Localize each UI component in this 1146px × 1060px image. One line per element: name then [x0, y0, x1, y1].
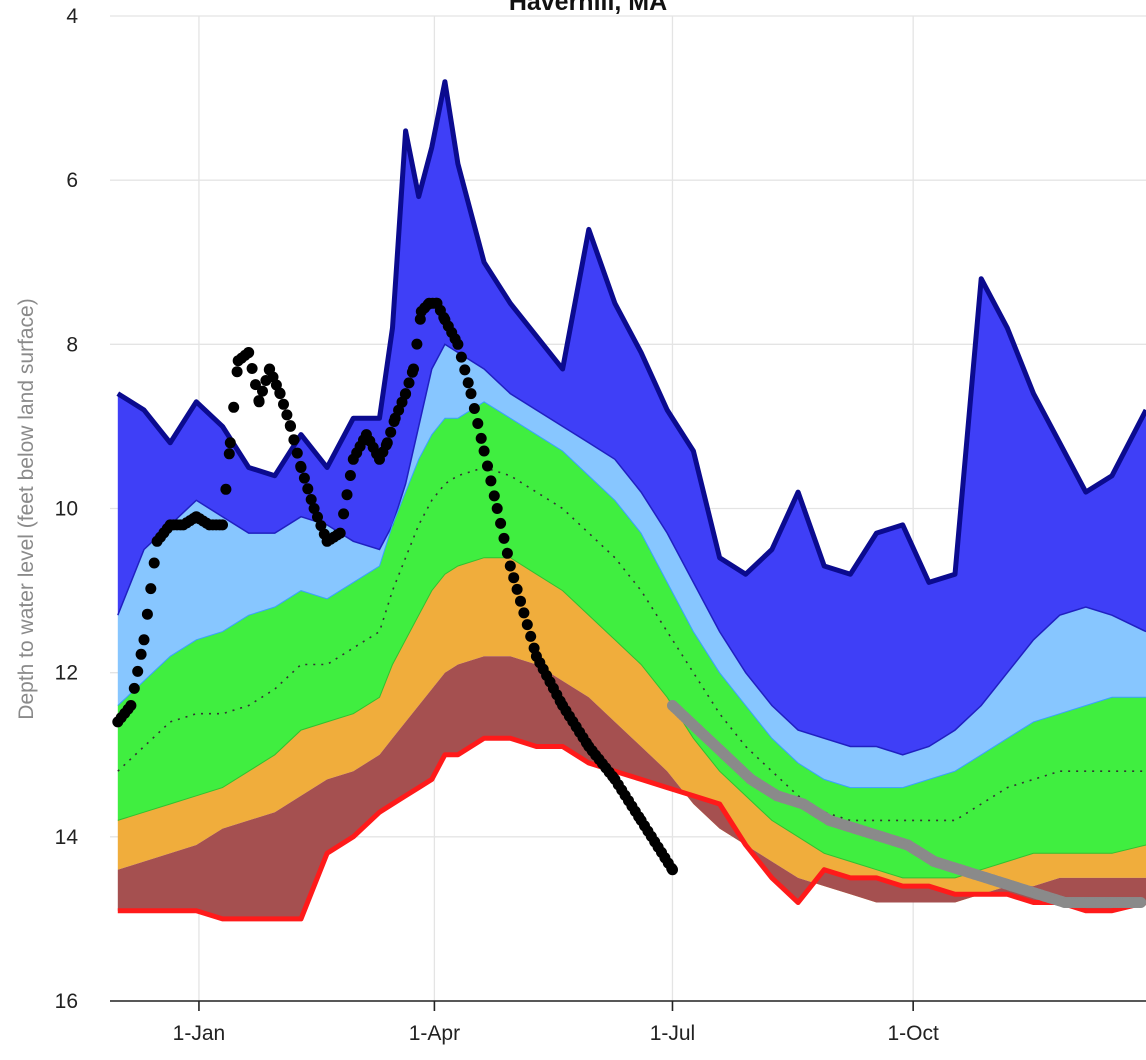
observed-point: [495, 517, 507, 529]
observed-point: [288, 434, 300, 446]
observed-point: [385, 426, 397, 438]
observed-point: [411, 338, 423, 350]
observed-point: [504, 560, 516, 572]
band-below-normal: [117, 557, 1146, 903]
observed-point: [295, 462, 307, 473]
observed-point: [298, 472, 310, 484]
observed-point: [465, 388, 477, 400]
observed-point: [498, 532, 510, 544]
y-tick-label: 8: [66, 333, 78, 356]
observed-point: [217, 519, 228, 531]
observed-point: [511, 583, 523, 595]
observed-point: [228, 401, 240, 413]
observed-point: [141, 608, 153, 620]
observed-point: [125, 700, 137, 711]
observed-point: [462, 377, 474, 389]
observed-point: [291, 447, 303, 459]
observed-point: [452, 338, 464, 350]
observed-point: [472, 418, 484, 429]
observed-point: [285, 420, 296, 432]
observed-point: [475, 432, 487, 444]
observed-point: [243, 347, 255, 358]
observed-point: [488, 490, 500, 502]
observed-point: [468, 403, 480, 414]
p25-line: [117, 557, 1146, 879]
observed-point: [135, 648, 147, 660]
observed-point: [381, 437, 393, 449]
observed-point: [257, 385, 268, 397]
observed-point: [308, 503, 320, 514]
observed-point: [667, 864, 678, 876]
y-tick-label: 16: [55, 990, 78, 1013]
observed-point: [145, 583, 157, 595]
observed-point: [250, 379, 261, 391]
chart-title: Haverhill, MA: [509, 0, 667, 16]
y-tick-label: 14: [55, 826, 79, 849]
p90-line: [117, 343, 1146, 756]
observed-point: [508, 572, 520, 584]
observed-point: [223, 448, 235, 460]
p75-line: [117, 401, 1146, 789]
observed-point: [518, 607, 530, 619]
series-lines: [116, 79, 1146, 922]
y-tick-label: 12: [55, 662, 78, 685]
observed-point: [128, 682, 140, 694]
observed-point: [302, 483, 314, 495]
observed-point: [408, 363, 419, 375]
observed-point: [274, 388, 286, 400]
observed-point: [281, 409, 293, 421]
observed-point: [344, 470, 356, 481]
provisional-point: [1135, 897, 1146, 908]
tick-labels: 4 6 8 10 12 14 16 1-Jan 1-Apr 1-Jul 1-Oct: [55, 5, 939, 1045]
observed-point: [224, 437, 236, 449]
y-tick-label: 10: [55, 498, 78, 521]
x-tick-label: 1-Oct: [887, 1022, 939, 1045]
observed-point: [312, 511, 323, 523]
observed-point: [400, 388, 412, 400]
observed-point: [148, 557, 160, 569]
x-tick-label: 1-Jul: [650, 1022, 696, 1045]
observed-point: [525, 630, 537, 642]
band-max-to-90th: [117, 81, 1146, 755]
observed-point: [138, 634, 150, 646]
y-axis-title: Depth to water level (feet below land su…: [15, 298, 38, 719]
observed-point: [459, 364, 471, 376]
observed-point: [132, 665, 144, 677]
y-tick-label: 4: [66, 5, 78, 28]
min-line: [117, 735, 1146, 922]
max-line: [116, 79, 1146, 585]
observed-point: [521, 619, 533, 631]
observed-point: [455, 351, 467, 363]
observed-point: [491, 503, 503, 514]
observed-point: [485, 475, 497, 487]
observed-point: [231, 366, 243, 378]
band-normal: [117, 401, 1146, 878]
x-tick-label: 1-Apr: [409, 1022, 460, 1045]
observed-point: [515, 595, 526, 607]
observed-point: [315, 520, 327, 532]
observed-point: [403, 377, 415, 389]
observed-point: [478, 445, 490, 457]
observed-point: [482, 460, 493, 472]
percentile-bands: [117, 81, 1146, 919]
observed-point: [305, 494, 317, 505]
observed-point: [278, 398, 289, 410]
y-tick-label: 6: [66, 169, 78, 192]
observed-point: [501, 547, 513, 559]
observed-point: [220, 483, 232, 495]
observed-point: [253, 396, 265, 408]
observed-point: [246, 363, 258, 374]
observed-point: [334, 527, 346, 539]
observed-point: [341, 489, 353, 501]
x-tick-label: 1-Jan: [173, 1022, 226, 1045]
observed-point: [338, 508, 350, 520]
band-above-normal: [117, 344, 1146, 788]
observation-points: [112, 297, 1146, 908]
